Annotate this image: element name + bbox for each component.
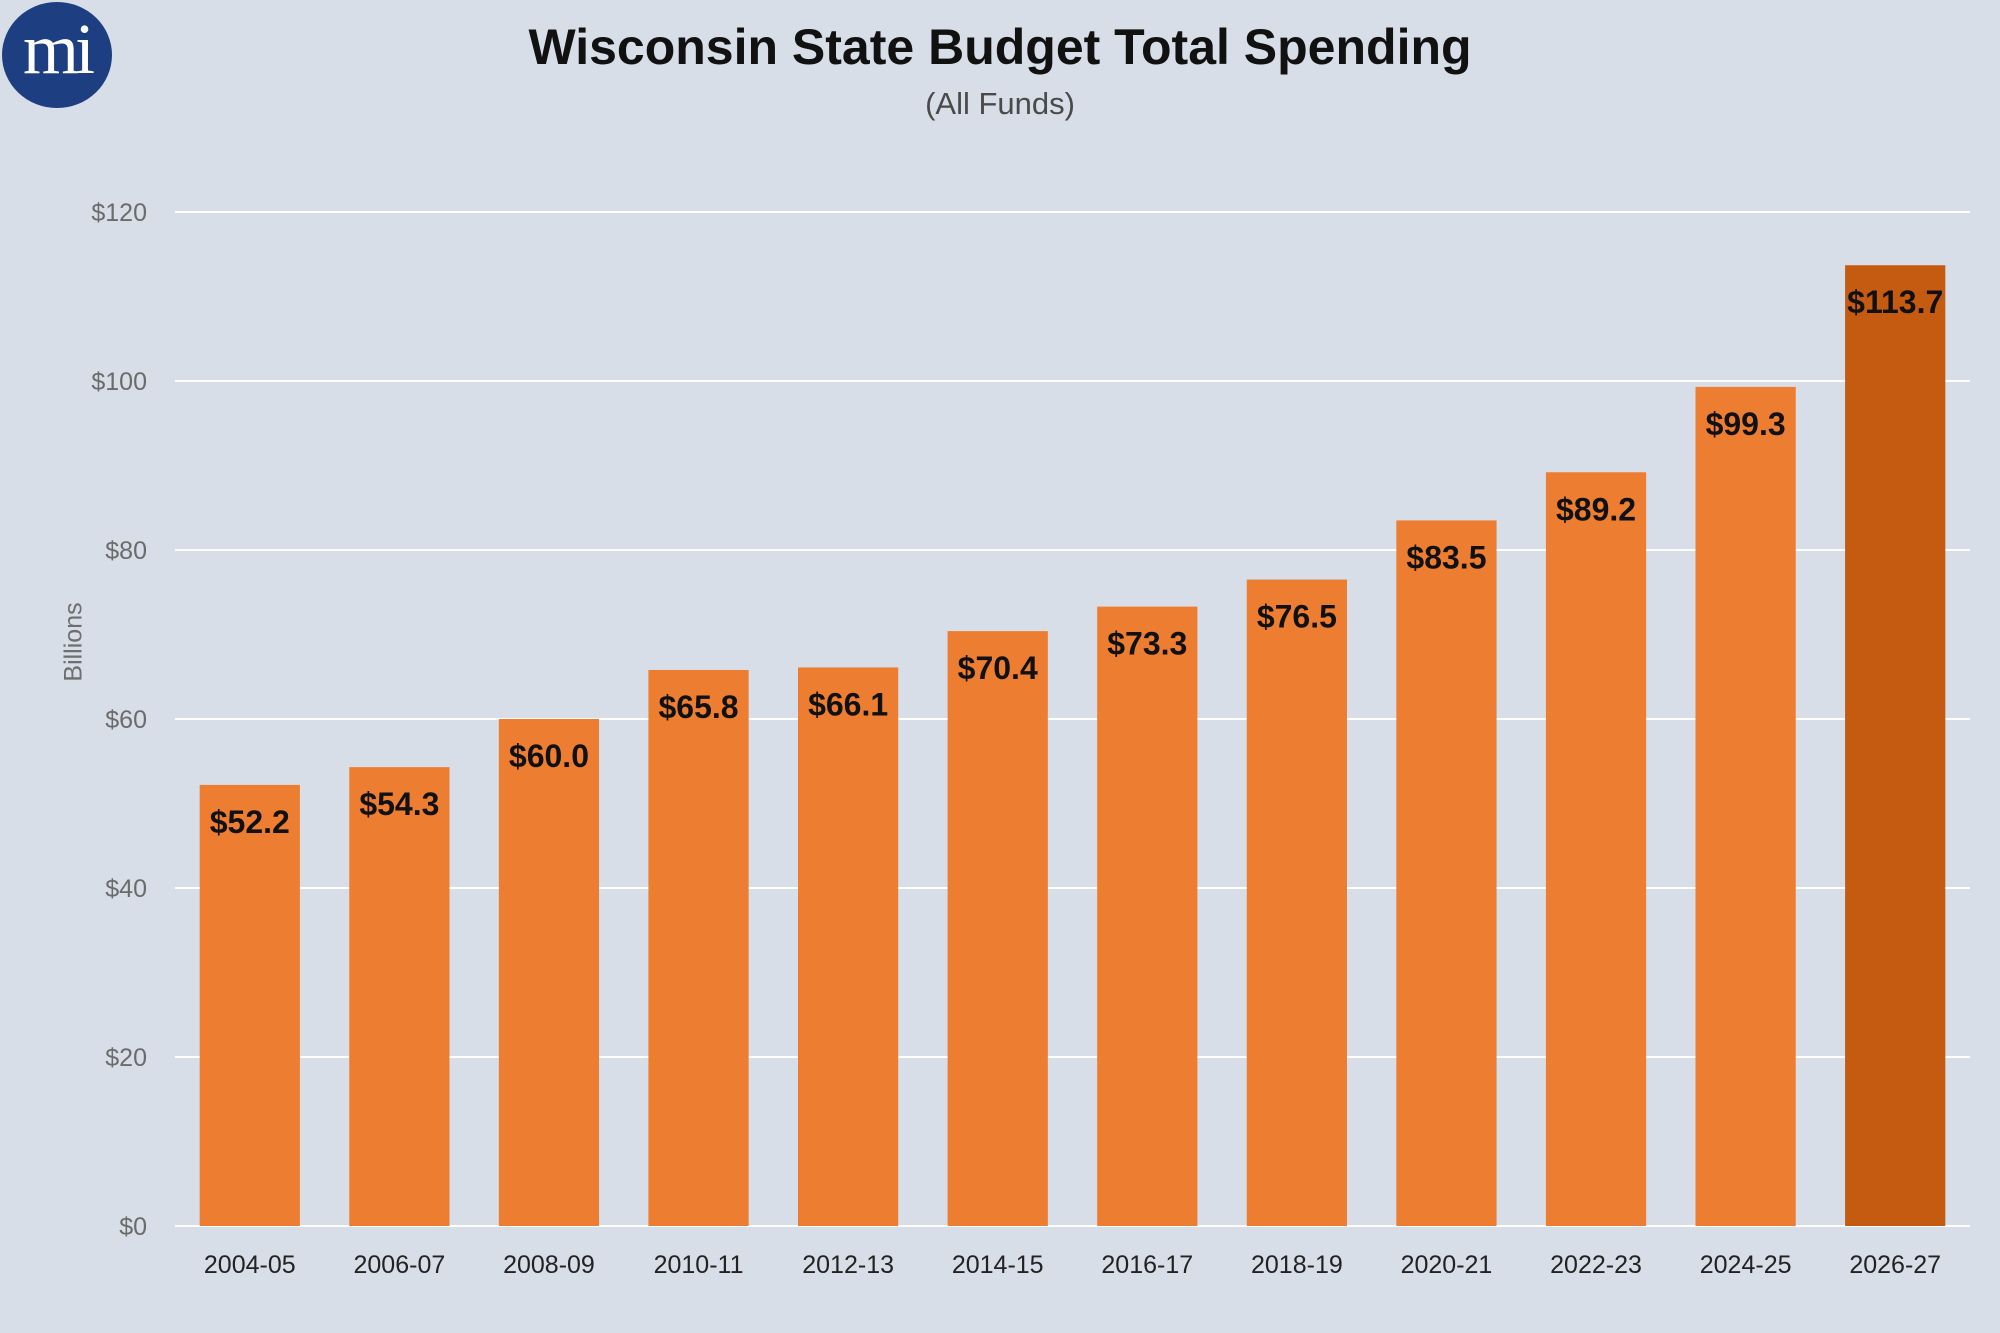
logo: mi (2, 2, 112, 108)
x-tick-label: 2020-21 (1401, 1251, 1493, 1279)
bar (648, 669, 749, 1226)
bar (1845, 265, 1946, 1226)
gridlines (175, 211, 1970, 1227)
bar (798, 667, 899, 1226)
bar (498, 719, 600, 1226)
y-axis-ticks: $0 $20 $40 $60 $80 $100 $120 (91, 199, 147, 1241)
data-label: $73.3 (1107, 626, 1187, 662)
data-label: $83.5 (1406, 539, 1486, 575)
logo-text: mi (22, 9, 95, 89)
x-axis-ticks: 2004-05 2006-07 2008-09 2010-11 2012-13 2014-… (204, 1251, 1941, 1279)
x-tick-label: 2004-05 (204, 1251, 296, 1279)
data-label: $65.8 (659, 689, 739, 725)
bar (1545, 472, 1647, 1226)
data-label: $76.5 (1257, 599, 1337, 635)
x-tick-label: 2014-15 (952, 1251, 1044, 1279)
data-label: $70.4 (958, 650, 1038, 686)
data-label: $99.3 (1706, 406, 1786, 442)
x-tick-label: 2022-23 (1550, 1251, 1642, 1279)
bar (349, 767, 450, 1226)
y-tick-label: $0 (119, 1213, 147, 1241)
data-label: $52.2 (210, 804, 290, 840)
bar (199, 784, 300, 1226)
y-tick-label: $80 (105, 537, 147, 565)
x-tick-label: 2024-25 (1700, 1251, 1792, 1279)
y-tick-label: $40 (105, 875, 147, 903)
x-tick-label: 2026-27 (1849, 1251, 1941, 1279)
bar (1396, 520, 1497, 1226)
data-label: $113.7 (1847, 284, 1943, 320)
bar (947, 631, 1048, 1226)
data-label: $66.1 (808, 686, 888, 722)
bar (1695, 386, 1796, 1226)
chart-subtitle: (All Funds) (925, 86, 1075, 121)
x-tick-label: 2010-11 (654, 1251, 744, 1279)
bar (1097, 606, 1198, 1226)
x-tick-label: 2016-17 (1101, 1251, 1193, 1279)
data-label: $60.0 (509, 738, 589, 774)
y-tick-label: $100 (91, 368, 147, 396)
data-label: $54.3 (359, 786, 439, 822)
chart-title: Wisconsin State Budget Total Spending (528, 19, 1472, 75)
x-tick-label: 2008-09 (503, 1251, 595, 1279)
bar (1246, 579, 1347, 1226)
y-tick-label: $20 (105, 1044, 147, 1072)
bars (199, 265, 1946, 1226)
value-labels: $52.2 $54.3 $60.0 $65.8 $66.1 $70.4 $73.3 $76.5… (210, 284, 1944, 840)
x-tick-label: 2012-13 (802, 1251, 894, 1279)
x-tick-label: 2018-19 (1251, 1251, 1343, 1279)
y-tick-label: $60 (105, 706, 147, 734)
x-tick-label: 2006-07 (354, 1251, 446, 1279)
data-label: $89.2 (1556, 491, 1636, 527)
y-tick-label: $120 (91, 199, 147, 227)
